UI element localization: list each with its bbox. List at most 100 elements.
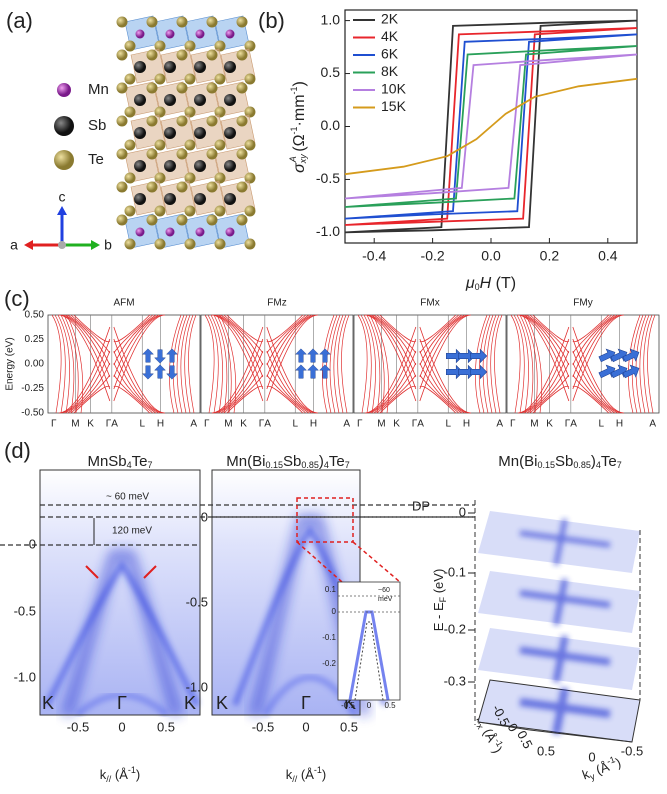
band [61,338,111,414]
band [520,338,570,414]
map-feature [519,687,611,735]
k-point: Γ [301,693,311,713]
atom [176,49,188,61]
ky-tick: -0.5 [621,743,643,758]
band [223,374,264,414]
atom [244,205,256,217]
x-tick-label: 0.0 [481,248,501,264]
atom [176,214,188,226]
atom [236,82,248,94]
k-label: H [310,419,317,430]
y-tick-label: 0.0 [321,117,341,133]
band [494,314,503,414]
data-line [344,77,638,176]
arpes-image [40,470,200,715]
band [266,314,307,354]
spin-arrow [319,364,331,379]
atom [154,106,166,118]
band [376,374,417,414]
map-feature [519,578,611,626]
band [207,314,219,414]
band [510,314,521,414]
dp-label: DP [412,498,430,513]
atom [176,181,188,193]
band [64,350,111,414]
band [60,314,75,414]
band [70,314,111,354]
atom [184,238,196,250]
legend-label: Sb [88,117,106,134]
band [223,314,264,354]
y-tick-label: 0.5 [321,64,341,80]
inset-tick: -0.5 [341,701,355,710]
atom [244,106,256,118]
atom [116,214,128,226]
subpanel-frame [47,314,201,414]
x-tick-label: -0.5 [252,719,274,734]
atom [184,205,196,217]
band [113,374,154,414]
band [337,314,347,414]
atom [236,49,248,61]
arpes-band [62,550,182,717]
map-feature [519,635,611,683]
spin-arrow [307,364,319,379]
band [370,314,417,378]
atom [124,172,136,184]
band [333,314,344,414]
spin-arrow [446,348,464,364]
band [517,314,570,402]
atom [214,40,226,52]
subpanel-title: FMz [267,298,286,309]
band [266,362,310,414]
kx-tick: 0.5 [514,728,536,751]
k-label: Γ [510,419,516,430]
band [572,374,613,414]
atom [206,16,218,28]
band [266,314,313,378]
atom [154,238,166,250]
band [64,314,111,378]
k-label: ΓA [412,419,425,430]
marker-arrow [143,565,157,579]
spin-arrow [142,365,154,380]
band [113,362,157,414]
atom [146,16,158,28]
atom [244,40,256,52]
band [419,314,466,378]
subpanel-title: AFM [113,298,134,309]
band [184,314,194,414]
y-tick-label: 0.25 [25,334,45,345]
atom [184,172,196,184]
band [329,314,341,414]
band [67,314,111,366]
inset-curve [354,621,384,701]
spin-arrow [458,364,476,380]
atom [124,205,136,217]
atom [154,73,166,85]
legend-atom [54,116,74,136]
band [325,314,338,414]
atom [176,82,188,94]
y-tick-label: 1.0 [321,11,341,27]
zoom-box [296,497,354,543]
band [523,314,570,378]
band [63,314,79,414]
y-tick-label: -0.2 [444,621,466,636]
atom [214,238,226,250]
band [113,314,160,378]
band [519,314,534,414]
atom [164,193,176,205]
band [419,350,466,414]
atom [124,139,136,151]
band [572,314,616,366]
band [360,314,372,414]
k-label: A [649,419,656,430]
atom [165,29,175,39]
inset-tick: -0.1 [322,633,336,642]
stack-axis [477,721,531,731]
panel-title: Mn(Bi0.15Sb0.85)4Te7 [498,453,621,470]
band [419,314,471,402]
spin-arrow [622,364,640,379]
atom [116,181,128,193]
